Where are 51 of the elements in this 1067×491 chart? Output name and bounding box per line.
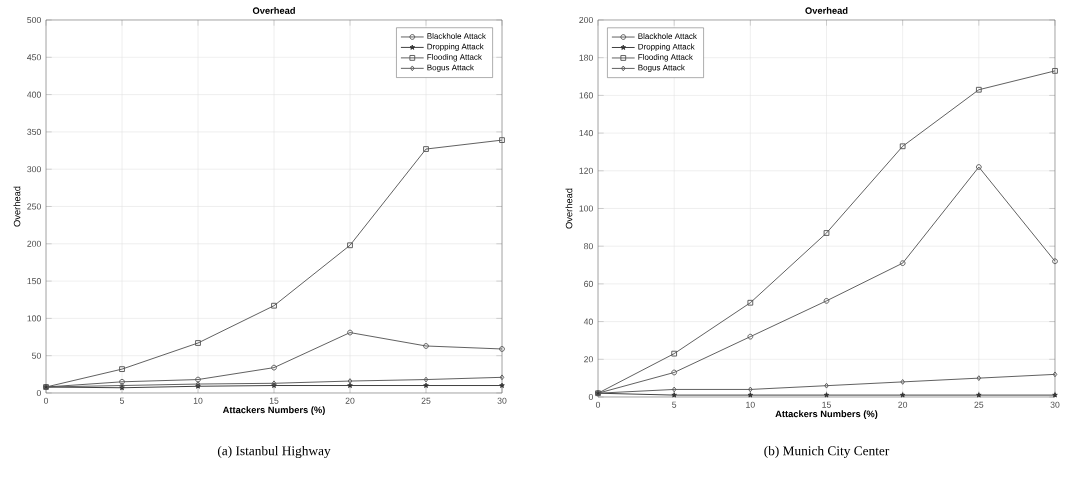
y-tick-label: 20 — [584, 356, 593, 363]
y-tick-label: 160 — [579, 92, 593, 99]
y-tick-label: 350 — [27, 128, 41, 135]
y-tick-label: 250 — [27, 203, 41, 210]
legend-label: Blackhole Attack — [427, 33, 486, 39]
legend-label: Blackhole Attack — [638, 33, 697, 40]
text: (b) Munich City Center — [764, 445, 890, 459]
x-tick-label: 0 — [43, 397, 49, 404]
y-tick-label: 400 — [27, 91, 41, 98]
y-tick-label: 140 — [579, 130, 593, 137]
y-tick-label: 300 — [27, 166, 41, 173]
y-tick-label: 450 — [27, 54, 41, 61]
x-tick-label: 30 — [1050, 401, 1060, 408]
x-tick-label: 25 — [421, 397, 431, 404]
text: (a) Istanbul Highway — [217, 445, 331, 459]
y-tick-label: 120 — [579, 167, 593, 174]
x-axis-title: Attackers Numbers (%) — [222, 406, 325, 416]
y-tick-label: 200 — [27, 240, 41, 247]
legend-label: Dropping Attack — [638, 43, 695, 52]
y-tick-label: 180 — [579, 54, 593, 61]
legend-label: Bogus Attack — [638, 64, 685, 72]
x-tick-label: 30 — [497, 397, 507, 404]
x-axis-title: Attackers Numbers (%) — [775, 410, 878, 420]
chart-title: Overhead — [805, 7, 848, 14]
y-tick-label: 50 — [32, 352, 41, 359]
y-tick-label: 80 — [584, 243, 593, 250]
y-tick-label: 100 — [27, 315, 41, 322]
x-tick-label: 20 — [345, 397, 355, 404]
x-tick-label: 5 — [672, 401, 677, 408]
y-axis-title: Overhead — [565, 188, 573, 229]
y-tick-label: 60 — [584, 280, 593, 287]
y-tick-label: 0 — [36, 389, 41, 397]
y-tick-label: 150 — [27, 278, 41, 285]
x-tick-label: 15 — [269, 397, 279, 404]
x-tick-label: 25 — [974, 401, 984, 408]
legend-label: Bogus Attack — [427, 64, 474, 72]
legend-label: Flooding Attack — [638, 54, 693, 62]
x-tick-label: 5 — [119, 397, 125, 404]
y-tick-label: 200 — [579, 16, 593, 24]
chart-title: Overhead — [252, 7, 295, 14]
y-tick-label: 100 — [579, 205, 593, 212]
x-tick-label: 10 — [746, 401, 755, 408]
x-tick-label: 10 — [193, 397, 203, 404]
y-tick-label: 500 — [27, 16, 41, 24]
x-tick-label: 20 — [898, 401, 908, 408]
y-tick-label: 40 — [583, 318, 593, 325]
x-tick-label: 15 — [822, 401, 831, 408]
y-axis-title: Overhead — [13, 186, 21, 227]
legend-label: Flooding Attack — [427, 53, 482, 62]
x-tick-label: 0 — [595, 401, 601, 408]
legend-label: Dropping Attack — [427, 43, 484, 51]
